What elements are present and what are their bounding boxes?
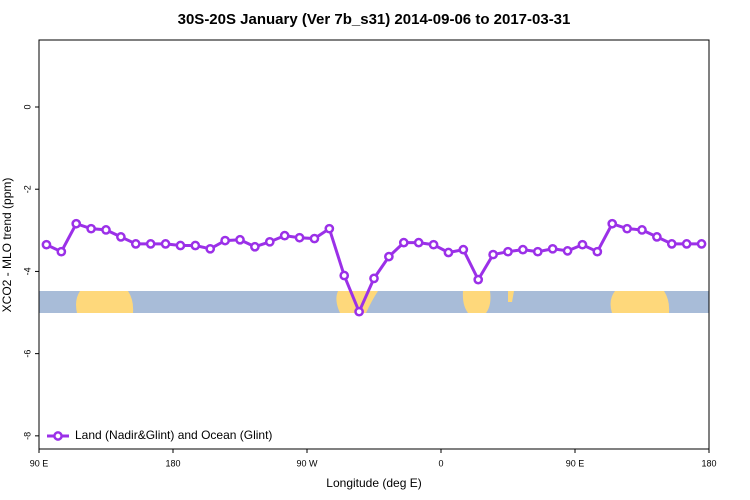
data-point xyxy=(681,239,692,249)
data-point xyxy=(324,223,335,234)
data-point xyxy=(652,232,662,242)
data-point xyxy=(160,239,171,249)
legend-marker xyxy=(53,431,63,441)
data-point xyxy=(428,239,439,250)
y-tick-label: -6 xyxy=(22,350,32,358)
data-point xyxy=(294,232,305,243)
data-point xyxy=(145,239,156,249)
data-point xyxy=(220,235,230,246)
data-point xyxy=(607,218,618,229)
data-point xyxy=(384,251,394,262)
data-point xyxy=(592,246,603,257)
data-point xyxy=(250,241,260,252)
data-point xyxy=(532,246,543,257)
data-point xyxy=(264,236,275,247)
data-point xyxy=(190,240,201,251)
data-point xyxy=(562,246,573,256)
data-point xyxy=(547,243,558,254)
data-point xyxy=(503,246,513,257)
data-point xyxy=(309,233,320,244)
data-point xyxy=(279,230,290,241)
data-point xyxy=(56,246,67,257)
data-point xyxy=(116,232,126,242)
y-tick-label: -4 xyxy=(22,267,32,275)
legend-label: Land (Nadir&Glint) and Ocean (Glint) xyxy=(75,428,272,442)
data-point xyxy=(369,273,379,284)
y-axis-label: XCO2 - MLO trend (ppm) xyxy=(0,178,14,313)
data-point xyxy=(130,239,141,249)
x-axis-label: Longitude (deg E) xyxy=(326,476,421,490)
y-tick-label: -2 xyxy=(22,185,32,193)
data-point xyxy=(175,240,186,251)
y-tick-label: -8 xyxy=(22,432,32,440)
data-point xyxy=(458,244,469,255)
data-point xyxy=(577,239,588,250)
x-tick-label: 90 E xyxy=(566,458,585,468)
chart-title: 30S-20S January (Ver 7b_s31) 2014-09-06 … xyxy=(178,11,571,28)
data-point xyxy=(518,244,528,255)
data-point xyxy=(696,239,707,249)
data-point xyxy=(86,223,96,234)
data-point xyxy=(354,306,364,317)
data-point xyxy=(637,225,647,235)
x-tick-label: 90 E xyxy=(30,458,49,468)
data-point xyxy=(101,225,111,235)
data-point xyxy=(71,218,82,229)
data-point xyxy=(622,223,632,234)
data-point xyxy=(666,239,677,249)
y-tick-label: 0 xyxy=(22,104,32,109)
data-point xyxy=(488,249,498,260)
data-point xyxy=(413,237,424,248)
data-point xyxy=(41,239,52,250)
data-point xyxy=(235,234,245,245)
plot-frame xyxy=(38,39,710,450)
x-tick-label: 180 xyxy=(701,458,716,468)
x-tick-label: 180 xyxy=(165,458,180,468)
data-point xyxy=(205,243,216,254)
x-tick-label: 90 W xyxy=(296,458,318,468)
data-point xyxy=(443,247,454,258)
data-point xyxy=(339,270,350,281)
data-point xyxy=(398,237,409,248)
land-ocean-map xyxy=(39,291,709,313)
x-tick-label: 0 xyxy=(438,458,443,468)
data-point xyxy=(473,274,484,285)
